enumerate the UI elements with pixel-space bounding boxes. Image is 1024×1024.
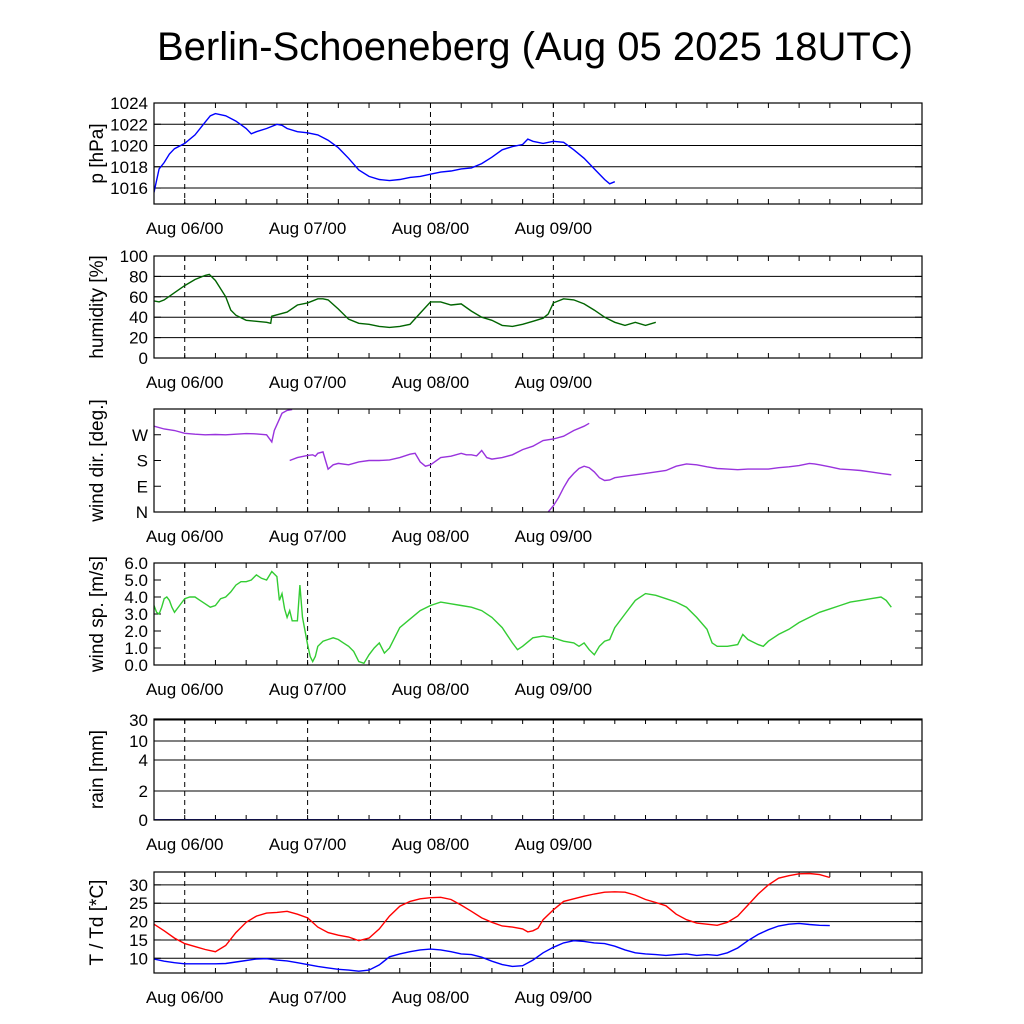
series-line-1-seg2 bbox=[289, 422, 590, 471]
y-axis-label: T / Td [*C] bbox=[87, 880, 108, 966]
y-tick-label: 1.0 bbox=[124, 639, 148, 658]
x-tick-label: Aug 08/00 bbox=[392, 219, 470, 238]
y-tick-label: 0 bbox=[139, 349, 148, 368]
y-tick-label: 0.0 bbox=[124, 656, 148, 675]
x-tick-label: Aug 09/00 bbox=[515, 680, 593, 699]
y-tick-label: 4 bbox=[139, 751, 148, 770]
y-tick-label: W bbox=[132, 426, 148, 445]
y-axis-label: rain [mm] bbox=[87, 730, 108, 809]
x-tick-label: Aug 08/00 bbox=[392, 835, 470, 854]
x-tick-label: Aug 06/00 bbox=[146, 680, 224, 699]
y-tick-label: 2 bbox=[139, 782, 148, 801]
y-tick-label: 2.0 bbox=[124, 622, 148, 641]
x-tick-label: Aug 08/00 bbox=[392, 527, 470, 546]
y-tick-label: 20 bbox=[129, 913, 148, 932]
y-tick-label: 40 bbox=[129, 308, 148, 327]
series-line-1 bbox=[154, 570, 892, 665]
y-tick-label: E bbox=[137, 477, 148, 496]
plot-frame bbox=[153, 718, 923, 821]
plot-frame bbox=[153, 562, 923, 666]
plot-frame bbox=[153, 408, 923, 513]
y-tick-label: 80 bbox=[129, 267, 148, 286]
x-tick-label: Aug 07/00 bbox=[269, 527, 347, 546]
x-tick-label: Aug 07/00 bbox=[269, 219, 347, 238]
y-tick-label: 25 bbox=[129, 894, 148, 913]
series-line-1 bbox=[154, 112, 616, 193]
y-tick-label: 10 bbox=[129, 732, 148, 751]
y-tick-label: 1022 bbox=[110, 115, 148, 134]
y-axis-label: wind sp. [m/s] bbox=[87, 556, 108, 673]
x-tick-label: Aug 09/00 bbox=[515, 219, 593, 238]
y-axis-label: humidity [%] bbox=[87, 255, 108, 358]
y-tick-label: 60 bbox=[129, 288, 148, 307]
y-tick-label: 4.0 bbox=[124, 588, 148, 607]
y-tick-label: 10 bbox=[129, 949, 148, 968]
chart-title: Berlin-Schoeneberg (Aug 05 2025 18UTC) bbox=[157, 25, 913, 69]
y-tick-label: 5.0 bbox=[124, 571, 148, 590]
x-tick-label: Aug 06/00 bbox=[146, 527, 224, 546]
x-tick-label: Aug 06/00 bbox=[146, 373, 224, 392]
y-tick-label: 1024 bbox=[110, 94, 148, 113]
y-tick-label: 1016 bbox=[110, 179, 148, 198]
x-tick-label: Aug 09/00 bbox=[515, 373, 593, 392]
x-tick-label: Aug 07/00 bbox=[269, 680, 347, 699]
y-tick-label: 20 bbox=[129, 329, 148, 348]
y-tick-label: 1018 bbox=[110, 158, 148, 177]
y-tick-label: 0 bbox=[139, 811, 148, 830]
y-tick-label: 1020 bbox=[110, 137, 148, 156]
y-tick-label: 100 bbox=[120, 247, 148, 266]
y-tick-label: 30 bbox=[129, 876, 148, 895]
x-tick-label: Aug 07/00 bbox=[269, 835, 347, 854]
series-line-1-seg3 bbox=[547, 462, 892, 512]
series-line-2 bbox=[154, 922, 830, 972]
x-tick-label: Aug 09/00 bbox=[515, 835, 593, 854]
x-tick-label: Aug 06/00 bbox=[146, 219, 224, 238]
x-tick-label: Aug 06/00 bbox=[146, 835, 224, 854]
y-tick-label: N bbox=[136, 503, 148, 522]
y-tick-label: 15 bbox=[129, 931, 148, 950]
x-tick-label: Aug 06/00 bbox=[146, 988, 224, 1007]
y-axis-label: wind dir. [deg.] bbox=[87, 399, 108, 523]
x-tick-label: Aug 07/00 bbox=[269, 373, 347, 392]
x-tick-label: Aug 09/00 bbox=[515, 988, 593, 1007]
y-tick-label: S bbox=[137, 452, 148, 471]
plot-frame bbox=[153, 102, 923, 205]
y-tick-label: 6.0 bbox=[124, 554, 148, 573]
x-tick-label: Aug 08/00 bbox=[392, 988, 470, 1007]
y-tick-label: 30 bbox=[129, 711, 148, 730]
panel-5: 0 2 410 30 rain [mm] Aug 06/00 Aug 07/00 Aug 08… bbox=[87, 711, 923, 854]
x-tick-label: Aug 08/00 bbox=[392, 373, 470, 392]
x-tick-label: Aug 07/00 bbox=[269, 988, 347, 1007]
x-tick-label: Aug 09/00 bbox=[515, 527, 593, 546]
panel-4: 0.01.02.03.04.05.06.0 wind sp. [m/s] Aug 0… bbox=[87, 554, 923, 699]
series-line-1 bbox=[154, 872, 830, 953]
series-line-1-seg1 bbox=[154, 409, 293, 444]
plot-frame bbox=[153, 871, 923, 974]
series-line-1 bbox=[154, 273, 657, 329]
y-axis-label: p [hPa] bbox=[87, 123, 108, 183]
y-tick-label: 3.0 bbox=[124, 605, 148, 624]
plot-frame bbox=[153, 255, 923, 359]
x-tick-label: Aug 08/00 bbox=[392, 680, 470, 699]
